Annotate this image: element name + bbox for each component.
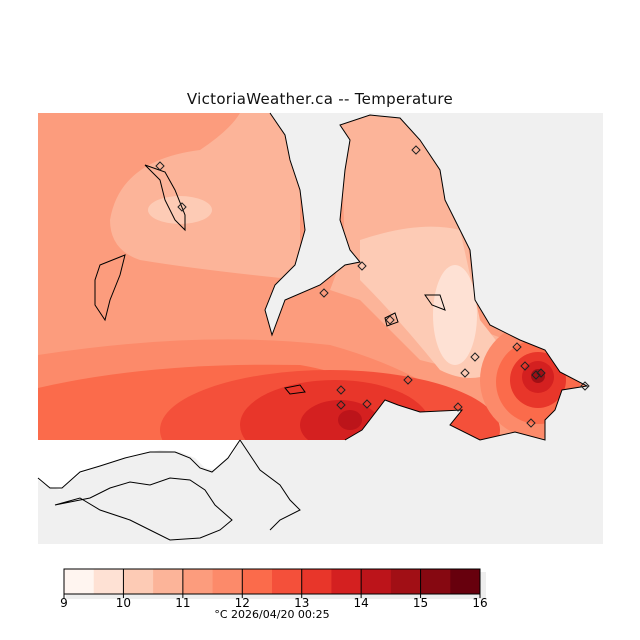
colorbar-swatch [93, 569, 124, 594]
colorbar-swatch [361, 569, 392, 594]
colorbar-swatch [331, 569, 362, 594]
station-marker[interactable] [336, 385, 346, 395]
colorbar-tick-label: 11 [175, 596, 191, 610]
coastline-north [264, 112, 589, 441]
map-title: VictoriaWeather.ca -- Temperature [186, 90, 454, 108]
colorbar-swatch [272, 569, 303, 594]
station-marker[interactable] [531, 370, 541, 380]
colorbar-swatch [212, 569, 243, 594]
station-marker[interactable] [526, 418, 536, 428]
colorbar-swatch [242, 569, 273, 594]
station-marker[interactable] [155, 161, 165, 171]
band-10.5-11-west [110, 113, 300, 280]
station-marker[interactable] [357, 261, 367, 271]
colorbar-swatch [182, 569, 214, 594]
station-marker[interactable] [512, 342, 522, 352]
station-marker[interactable] [336, 400, 346, 410]
colorbar-tick-label: 15 [412, 596, 429, 610]
colorbar-tick-label: 16 [472, 596, 488, 610]
colorbar-tick-label: 14 [353, 596, 369, 610]
band-10-10.5-west [148, 196, 212, 224]
colorbar-footer: °C 2026/04/20 00:25 [214, 608, 330, 621]
station-marker[interactable] [453, 402, 463, 412]
colorbar-tick-label: 10 [115, 596, 132, 610]
station-marker[interactable] [460, 368, 470, 378]
station-marker[interactable] [411, 145, 421, 155]
land-outside-region [38, 440, 240, 490]
colorbar-tick-label: 9 [60, 596, 68, 610]
station-marker[interactable] [385, 315, 395, 325]
colorbar-swatch [390, 569, 422, 594]
station-marker[interactable] [403, 375, 413, 385]
colorbar-swatch [420, 569, 451, 594]
colorbar-swatch [153, 569, 184, 594]
band-9.5-10 [433, 265, 477, 365]
colorbar-tick-label: 13 [294, 596, 310, 610]
colorbar-swatch [450, 569, 481, 594]
coastline-south [37, 439, 301, 541]
weather-stations [155, 145, 590, 428]
station-marker[interactable] [580, 381, 590, 391]
islands [94, 164, 446, 395]
colorbar-swatch [64, 569, 95, 594]
station-marker[interactable] [520, 361, 530, 371]
colorbar-swatch [123, 569, 154, 594]
station-marker[interactable] [319, 288, 329, 298]
band-14-14.5 [338, 410, 362, 430]
colorbar-swatch [301, 569, 332, 594]
station-marker[interactable] [362, 399, 372, 409]
station-marker[interactable] [177, 202, 187, 212]
station-marker[interactable] [470, 352, 480, 362]
colorbar-tick-label: 12 [234, 596, 250, 610]
station-marker[interactable] [536, 368, 546, 378]
